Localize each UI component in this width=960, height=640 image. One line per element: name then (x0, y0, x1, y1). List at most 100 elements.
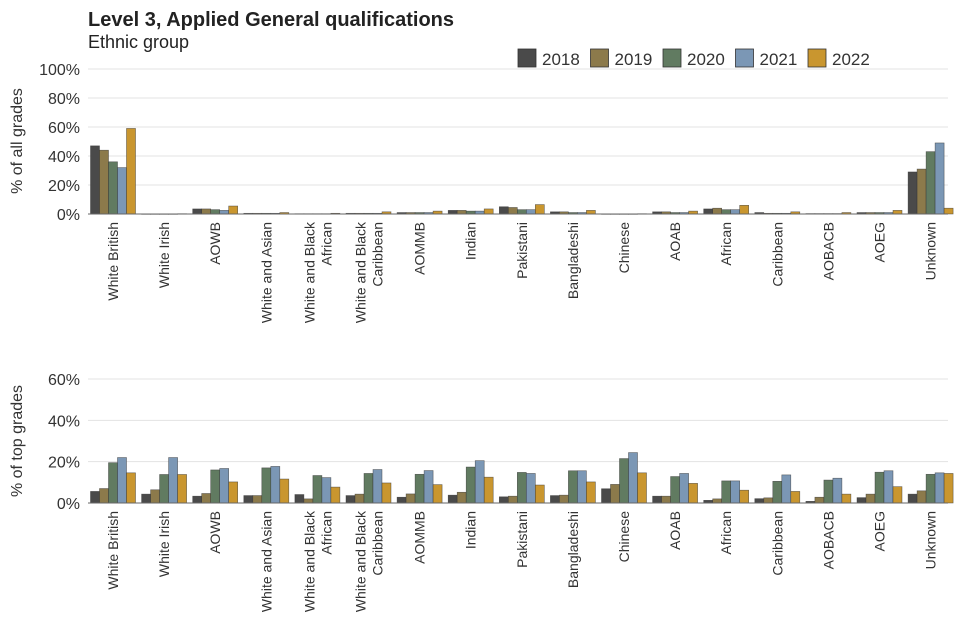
y-tick-label: 60% (48, 120, 80, 137)
x-tick-label-line: Unknown (923, 222, 939, 280)
y-tick-label: 0% (57, 207, 80, 224)
bar-2021 (679, 473, 689, 504)
bar-2022 (534, 484, 545, 504)
bar-2020 (874, 471, 885, 504)
bar-2021 (730, 209, 741, 215)
x-tick-label-line: White and Asian (258, 511, 274, 612)
bar-2019 (456, 491, 467, 504)
bar-2019 (712, 498, 723, 504)
x-tick-label: AOWB (207, 222, 223, 265)
bar-2018 (754, 498, 765, 504)
bar-2022 (177, 474, 187, 504)
bar-2020 (210, 209, 220, 215)
bar-2018 (907, 171, 918, 215)
bar-2020 (721, 480, 732, 504)
bar-2019 (456, 210, 467, 215)
x-tick-label-line: White British (105, 222, 121, 301)
bar-2020 (568, 470, 578, 504)
bar-2022 (790, 491, 801, 504)
bar-2021 (117, 457, 127, 504)
bar-2021 (730, 480, 741, 504)
legend-label-2021: 2021 (760, 50, 798, 69)
x-tick-label-line: Caribbean (769, 511, 785, 576)
x-tick-label: White Irish (156, 222, 172, 288)
bar-2018 (856, 497, 867, 504)
x-tick-label: Unknown (923, 511, 939, 569)
bar-2021 (525, 209, 536, 215)
y-axis-label: % of all grades (9, 88, 26, 194)
bar-2019 (201, 493, 211, 504)
bar-2019 (405, 493, 416, 504)
x-tick-label-line: White and Black (301, 221, 317, 323)
bar-2019 (201, 208, 211, 215)
x-tick-label-line: Caribbean (769, 222, 785, 287)
bar-2022 (892, 210, 903, 215)
bar-2020 (261, 467, 272, 504)
bar-2020 (772, 480, 783, 504)
bar-2018 (447, 494, 458, 504)
bar-2019 (712, 207, 723, 215)
x-tick-label-line: White and Asian (258, 222, 274, 323)
bar-2022 (586, 210, 596, 215)
bar-2022 (534, 204, 545, 215)
bar-2018 (498, 206, 509, 215)
x-tick-label: White Irish (156, 511, 172, 577)
bar-2018 (345, 495, 356, 504)
bar-2019 (916, 490, 927, 504)
bar-2021 (934, 142, 945, 215)
chart-panel-1: 0% 20% 40% 60% 80% 100% % of all grades White B… (9, 62, 954, 323)
bar-2021 (525, 473, 536, 504)
x-tick-label-line: Chinese (616, 511, 632, 563)
bar-2020 (823, 479, 834, 504)
bar-2021 (321, 477, 332, 504)
x-tick-label: Pakistani (514, 222, 530, 279)
x-tick-label: AOEG (872, 222, 888, 262)
y-tick-label: 100% (39, 62, 80, 79)
x-tick-label: AOMMB (412, 511, 428, 564)
bar-2019 (916, 168, 927, 215)
bar-2022 (483, 476, 494, 504)
x-tick-label: White and BlackCaribbean (353, 510, 386, 612)
x-tick-label: White and Asian (258, 222, 274, 323)
legend-swatch-2018 (517, 48, 537, 68)
bar-2022 (739, 205, 750, 215)
y-tick-label: 0% (57, 496, 80, 513)
chart-title: Level 3, Applied General qualifications (88, 9, 455, 31)
x-tick-label-line: Pakistani (514, 511, 530, 568)
x-tick-label: White and Asian (258, 511, 274, 612)
bar-2020 (465, 466, 476, 504)
x-tick-label-line: AOWB (207, 222, 223, 265)
x-tick-label: White and BlackCaribbean (353, 221, 386, 323)
bar-2019 (610, 484, 620, 504)
bar-2022 (330, 486, 341, 504)
x-tick-label-line: African (718, 222, 734, 266)
y-tick-label: 60% (48, 372, 80, 389)
bar-2018 (601, 488, 611, 504)
bar-2022 (228, 205, 238, 215)
legend-label-2020: 2020 (687, 50, 725, 69)
x-tick-label-line: African (318, 222, 334, 266)
bar-2021 (781, 474, 792, 504)
bar-2020 (670, 476, 680, 504)
bar-2019 (559, 494, 569, 504)
bar-2021 (372, 469, 383, 504)
x-tick-label-line: Chinese (616, 222, 632, 274)
x-tick-label-line: AOEG (872, 511, 888, 551)
x-tick-label: White British (105, 222, 121, 301)
bar-2020 (619, 458, 629, 504)
bar-2018 (550, 495, 560, 504)
bar-2020 (414, 473, 425, 504)
x-tick-label: White and BlackAfrican (301, 510, 334, 612)
bar-2022 (892, 486, 903, 504)
bar-2021 (474, 460, 485, 504)
bar-2020 (925, 473, 936, 504)
x-tick-label: AOBACB (820, 222, 836, 280)
x-tick-label-line: White and Black (301, 510, 317, 612)
bar-2018 (396, 496, 407, 504)
bar-2021 (934, 472, 945, 504)
x-tick-label: Bangladeshi (565, 511, 581, 588)
x-tick-label: Unknown (923, 222, 939, 280)
x-tick-label: AOMMB (412, 222, 428, 275)
x-tick-label-line: AOMMB (412, 511, 428, 564)
